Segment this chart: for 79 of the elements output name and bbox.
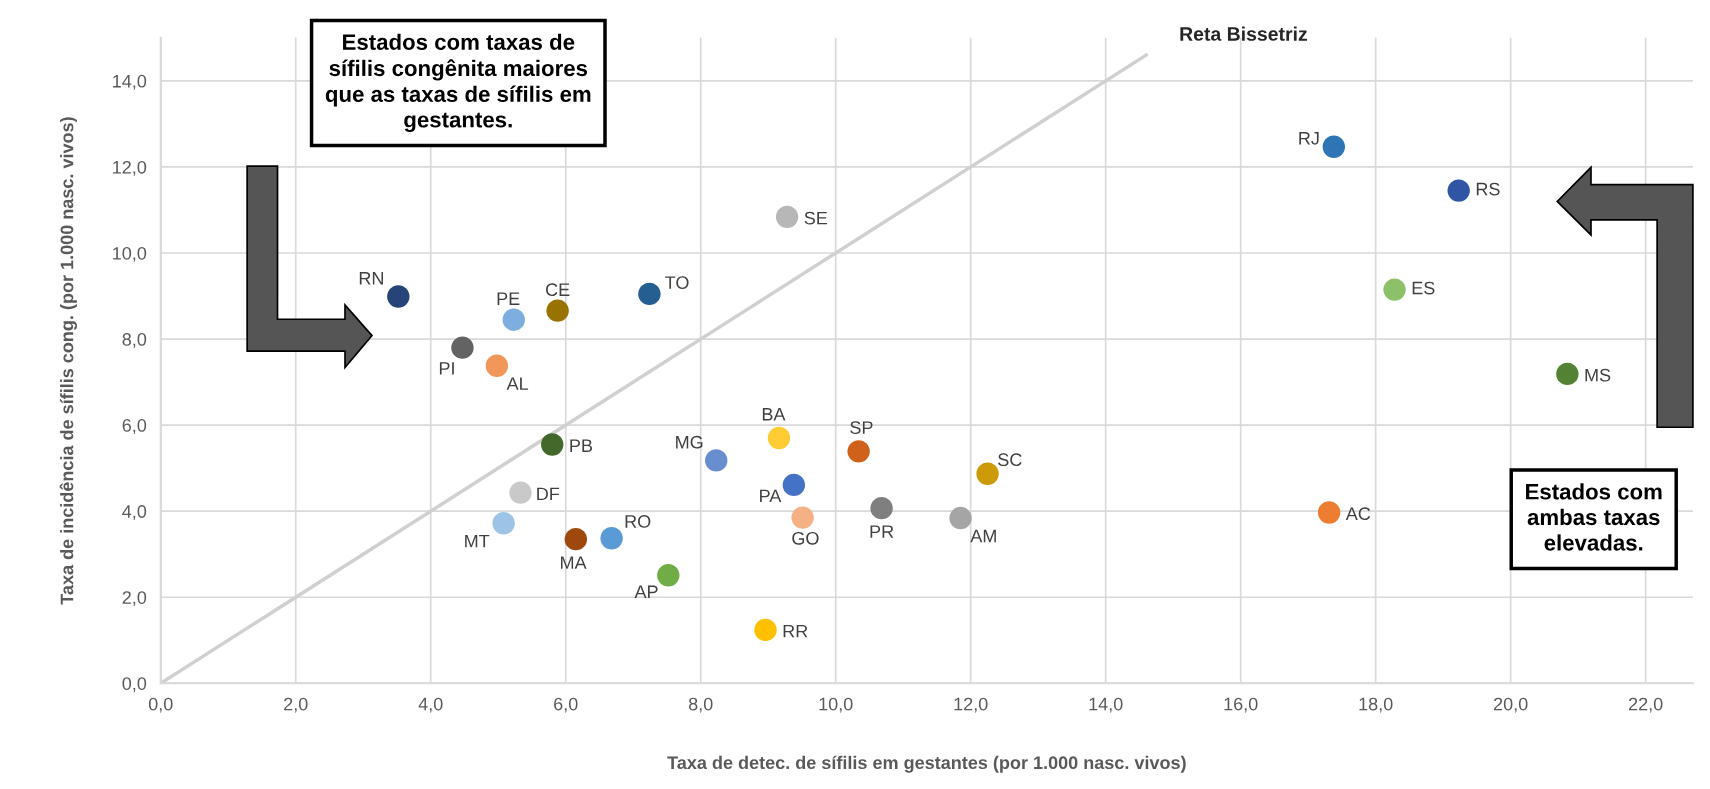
point (541, 433, 564, 456)
point (767, 426, 791, 450)
point (847, 440, 870, 463)
point (492, 512, 515, 535)
y-tick-label: 4,0 (122, 505, 147, 521)
point (1317, 501, 1341, 524)
annotation: AM (970, 529, 996, 543)
annotation: Estados com ambas taxas elevadas. (1526, 483, 1662, 551)
x-tick-label: 8,0 (688, 697, 713, 713)
y-tick-label: 10,0 (113, 246, 147, 262)
y-tick-label: 12,0 (113, 160, 147, 176)
x-tick-label: 16,0 (1224, 697, 1258, 713)
y-tick-label: 14,0 (113, 74, 147, 90)
annotation: ES (1412, 281, 1435, 295)
annotation: AP (634, 585, 658, 598)
annotation: AC (1345, 507, 1371, 521)
annotation: BA (762, 408, 786, 421)
point (782, 473, 806, 497)
point (387, 285, 410, 308)
annotation: SE (804, 211, 828, 225)
x-tick-label: 6,0 (554, 697, 578, 713)
annotation: RJ (1299, 132, 1319, 145)
annotation: MG (676, 435, 703, 449)
annotation: PB (570, 439, 593, 452)
point (502, 308, 525, 331)
point (791, 506, 814, 529)
point (1556, 362, 1579, 386)
annotation: PI (439, 362, 454, 375)
point (754, 618, 777, 642)
x-tick-label: 12,0 (954, 697, 988, 713)
y-axis-title: Taxa de incidência de sífilis cong. (por 1.000 nasc. vivos) (59, 117, 77, 605)
annotation: TO (665, 276, 689, 290)
annotation: PE (497, 292, 520, 305)
point (600, 527, 623, 550)
annotation: CE (545, 283, 570, 297)
point (1322, 135, 1346, 158)
x-tick-label: 20,0 (1494, 697, 1528, 713)
x-tick-label: 0,0 (148, 697, 173, 713)
point (705, 449, 728, 472)
annotation: RN (359, 272, 383, 285)
point (949, 506, 972, 530)
annotation: DF (537, 487, 560, 501)
annotation: RR (783, 624, 808, 638)
x-tick-label: 10,0 (819, 697, 853, 713)
annotation: RO (625, 515, 651, 528)
annotation: Estados com taxas de sífilis congênita maiores que as taxas de sífilis em gestantes. (325, 33, 591, 133)
annotation: Reta Bissetriz (1180, 26, 1308, 41)
annotation: MA (561, 556, 587, 569)
annotation: AL (506, 377, 529, 390)
x-tick-label: 4,0 (418, 697, 443, 713)
x-axis-title: Taxa de detec. de sífilis em gestantes (por 1.000 nasc. vivos) (667, 755, 1186, 773)
x-tick-label: 2,0 (284, 697, 308, 713)
annotation: MS (1585, 368, 1611, 382)
point (657, 564, 680, 587)
point (451, 336, 474, 359)
point (1447, 179, 1470, 202)
point (509, 481, 532, 504)
annotation: PR (870, 525, 894, 538)
annotation: SC (998, 453, 1022, 467)
annotation: MT (465, 534, 490, 548)
y-tick-label: 0,0 (122, 677, 147, 693)
y-tick-label: 2,0 (122, 591, 147, 607)
point (638, 282, 661, 306)
annotation: RS (1476, 182, 1500, 196)
x-tick-label: 22,0 (1628, 697, 1663, 713)
point (775, 205, 799, 229)
annotation: PA (760, 489, 782, 503)
y-tick-label: 8,0 (122, 332, 147, 348)
point (976, 462, 999, 485)
point (546, 299, 569, 322)
annotation: GO (792, 531, 819, 545)
point (485, 354, 509, 377)
annotation: SP (850, 421, 873, 434)
point (564, 527, 588, 551)
point (1383, 278, 1406, 301)
point (870, 496, 893, 520)
x-tick-label: 14,0 (1089, 697, 1123, 713)
x-tick-label: 18,0 (1359, 697, 1393, 713)
y-tick-label: 6,0 (122, 419, 147, 434)
